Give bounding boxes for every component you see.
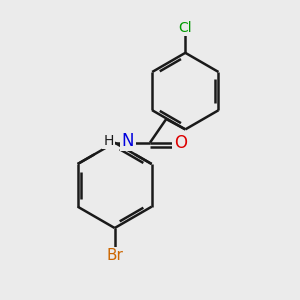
Text: O: O (174, 134, 187, 152)
Text: N: N (122, 132, 134, 150)
Text: Br: Br (106, 248, 123, 263)
Text: Cl: Cl (178, 21, 192, 35)
Text: H: H (103, 134, 114, 148)
